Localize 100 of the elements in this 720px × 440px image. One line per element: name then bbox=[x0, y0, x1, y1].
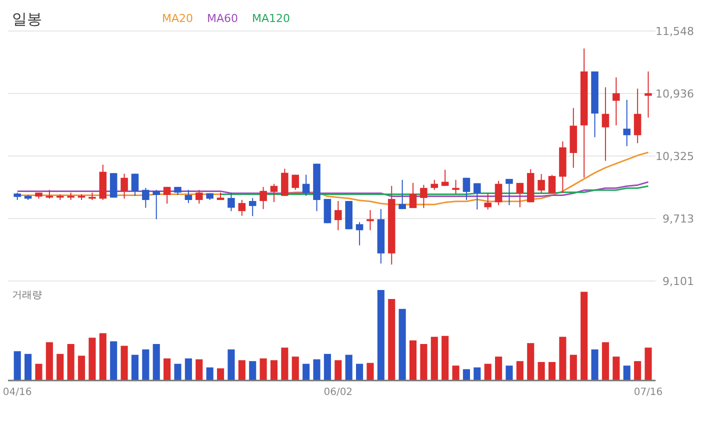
candlestick bbox=[163, 186, 171, 204]
bar bbox=[527, 343, 534, 380]
candlestick bbox=[494, 180, 502, 206]
candlestick bbox=[506, 178, 513, 206]
bar bbox=[644, 348, 652, 380]
y-tick-label: 11,548 bbox=[656, 25, 694, 38]
bar bbox=[302, 364, 310, 380]
candlestick bbox=[441, 169, 449, 186]
bar bbox=[110, 341, 118, 380]
y-tick-label: 9,713 bbox=[662, 212, 694, 226]
y-tick-label: 9,101 bbox=[662, 275, 694, 288]
candlestick bbox=[302, 174, 310, 196]
bar bbox=[345, 354, 352, 380]
bar bbox=[548, 362, 556, 380]
candlestick bbox=[184, 189, 192, 204]
bar bbox=[506, 366, 513, 380]
bar bbox=[474, 367, 481, 380]
candlestick bbox=[420, 184, 428, 209]
bar bbox=[78, 356, 86, 380]
candlestick bbox=[409, 182, 417, 209]
bar bbox=[270, 360, 278, 380]
bar bbox=[292, 356, 299, 380]
candlestick bbox=[644, 70, 652, 118]
candlestick bbox=[356, 222, 364, 246]
text: MA20 bbox=[162, 12, 194, 25]
bar bbox=[99, 333, 106, 380]
candlestick bbox=[602, 86, 610, 162]
text: MA60 bbox=[207, 12, 238, 25]
bar bbox=[238, 360, 246, 380]
bar bbox=[430, 336, 438, 380]
candlestick bbox=[281, 168, 288, 196]
candlestick bbox=[142, 187, 150, 208]
bar bbox=[612, 356, 620, 380]
bar bbox=[334, 360, 342, 380]
bar bbox=[174, 364, 182, 380]
bar bbox=[495, 356, 502, 380]
candlestick bbox=[131, 173, 139, 196]
bar bbox=[206, 367, 214, 380]
bar bbox=[462, 369, 470, 380]
candlestick bbox=[634, 88, 642, 144]
bar bbox=[484, 364, 492, 380]
bar bbox=[634, 361, 642, 380]
bar bbox=[56, 354, 64, 380]
bar bbox=[580, 292, 588, 380]
x-tick-label: 06/02 bbox=[324, 387, 353, 398]
candlestick bbox=[484, 192, 492, 210]
bar bbox=[602, 342, 610, 380]
x-tick-label: 04/16 bbox=[2, 387, 32, 398]
candlestick bbox=[516, 182, 524, 208]
bar bbox=[420, 344, 428, 380]
bar bbox=[184, 358, 192, 380]
bar bbox=[538, 362, 545, 380]
candlestick bbox=[228, 192, 235, 212]
bar bbox=[14, 351, 21, 380]
bar bbox=[516, 361, 524, 380]
bar bbox=[452, 366, 460, 380]
bar bbox=[324, 354, 331, 380]
bar bbox=[366, 362, 374, 380]
bar bbox=[623, 366, 630, 380]
y-tick-label: 10,936 bbox=[656, 88, 694, 101]
bar bbox=[591, 349, 598, 380]
candlestick bbox=[238, 199, 246, 216]
bar bbox=[142, 349, 150, 380]
chart-title: 일봉 bbox=[12, 10, 42, 28]
candlestick bbox=[612, 76, 620, 126]
bar bbox=[228, 349, 235, 380]
text: MA120 bbox=[252, 12, 290, 25]
bar bbox=[398, 308, 406, 380]
bar bbox=[131, 354, 139, 380]
candlestick bbox=[474, 182, 481, 210]
candlestick bbox=[452, 179, 460, 194]
bar bbox=[67, 344, 74, 380]
candlestick bbox=[548, 174, 556, 194]
candlestick bbox=[430, 179, 438, 190]
candlestick bbox=[538, 174, 545, 194]
bar bbox=[356, 364, 364, 380]
candlestick bbox=[152, 189, 160, 220]
candlestick bbox=[196, 189, 203, 204]
bar bbox=[164, 358, 171, 380]
chart-title: 거래량 bbox=[12, 290, 42, 301]
bar bbox=[570, 354, 577, 380]
bar bbox=[388, 299, 396, 380]
bar bbox=[120, 346, 128, 380]
bar bbox=[249, 361, 256, 380]
bar bbox=[196, 359, 203, 380]
candlestick bbox=[334, 200, 342, 231]
bar bbox=[88, 338, 96, 380]
bar bbox=[442, 336, 449, 380]
candlestick bbox=[260, 186, 267, 210]
bar bbox=[35, 364, 42, 380]
bar bbox=[24, 354, 32, 380]
candlestick bbox=[120, 173, 128, 200]
bar bbox=[260, 358, 267, 380]
candlestick bbox=[292, 174, 300, 190]
candlestick bbox=[623, 99, 630, 147]
candlestick bbox=[248, 197, 256, 217]
bar bbox=[46, 342, 53, 380]
bar bbox=[281, 348, 288, 380]
x-tick-label: 07/16 bbox=[634, 387, 663, 398]
bar bbox=[152, 344, 160, 380]
